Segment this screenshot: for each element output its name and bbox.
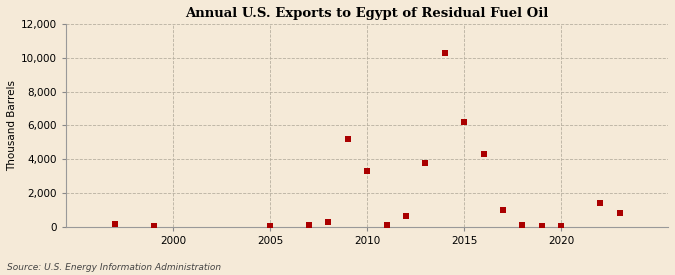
- Point: [459, 120, 470, 124]
- Point: [323, 220, 333, 224]
- Point: [148, 224, 159, 228]
- Y-axis label: Thousand Barrels: Thousand Barrels: [7, 80, 17, 171]
- Point: [439, 51, 450, 55]
- Point: [400, 214, 411, 218]
- Point: [614, 211, 625, 216]
- Point: [537, 224, 547, 228]
- Point: [517, 223, 528, 227]
- Text: Source: U.S. Energy Information Administration: Source: U.S. Energy Information Administ…: [7, 263, 221, 272]
- Point: [109, 221, 120, 226]
- Title: Annual U.S. Exports to Egypt of Residual Fuel Oil: Annual U.S. Exports to Egypt of Residual…: [186, 7, 549, 20]
- Point: [478, 152, 489, 156]
- Point: [342, 137, 353, 141]
- Point: [304, 223, 315, 227]
- Point: [595, 201, 605, 205]
- Point: [362, 169, 373, 173]
- Point: [265, 224, 275, 228]
- Point: [420, 161, 431, 165]
- Point: [497, 208, 508, 212]
- Point: [381, 223, 392, 227]
- Point: [556, 224, 567, 228]
